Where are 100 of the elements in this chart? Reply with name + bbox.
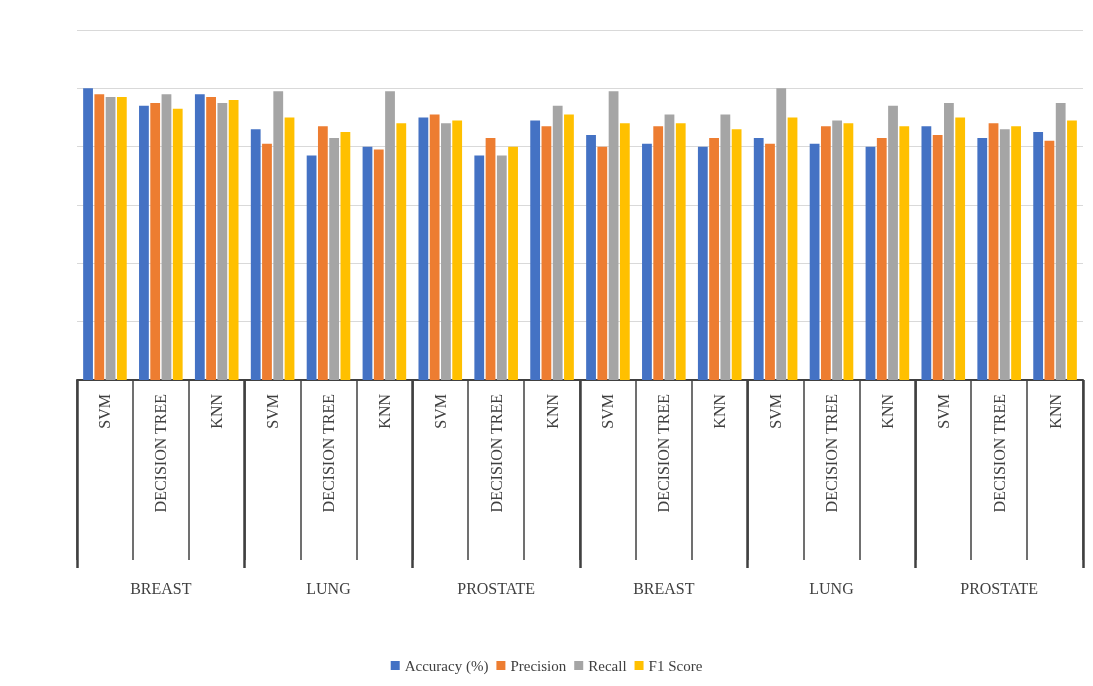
text: LUNG (809, 579, 855, 597)
bar (776, 88, 787, 380)
x-tick-label: SVM (599, 394, 617, 429)
bar (944, 102, 954, 380)
x-tick-label: KNN (878, 393, 896, 429)
bar (362, 146, 373, 380)
x-tick-label: KNN (543, 393, 561, 429)
bar (586, 135, 596, 380)
bar (373, 149, 384, 380)
x-tick-label: SVM (934, 394, 952, 429)
bar (139, 105, 149, 380)
bar (228, 100, 239, 380)
bar (977, 137, 988, 380)
bar (194, 94, 205, 380)
legend-label: Recall (588, 657, 627, 674)
x-tick-label: SVM (264, 394, 282, 429)
bar (932, 135, 943, 380)
bar (508, 146, 518, 380)
bar (306, 155, 317, 380)
bar (1055, 102, 1066, 380)
bar (452, 120, 463, 380)
x-tick-label: KNN (1046, 393, 1064, 429)
bar (753, 137, 764, 380)
bar (317, 126, 328, 380)
x-tick-label: DECISION TREE (487, 394, 505, 513)
bar (787, 117, 798, 380)
bar (83, 88, 93, 380)
bar (999, 129, 1010, 380)
bar (642, 143, 652, 380)
bar (1067, 120, 1077, 380)
text: BREAST (633, 579, 695, 597)
bar (250, 129, 261, 380)
bar (530, 120, 541, 380)
bar (564, 114, 574, 380)
bar (731, 129, 742, 380)
bar (172, 108, 183, 380)
bar (955, 117, 966, 380)
bar (608, 91, 619, 380)
bar (653, 126, 664, 380)
x-tick-label: DECISION TREE (655, 394, 673, 513)
bar (150, 102, 161, 380)
bar (888, 105, 898, 380)
legend-label: Precision (510, 657, 567, 674)
bar (441, 123, 451, 380)
bar (496, 155, 507, 380)
bar (94, 94, 105, 380)
bar (921, 126, 932, 380)
bar (697, 146, 708, 380)
bar (385, 91, 395, 380)
bar (161, 94, 172, 380)
bar (865, 146, 876, 380)
bar (619, 123, 630, 380)
x-tick-label: DECISION TREE (320, 394, 337, 513)
bar (273, 91, 284, 380)
x-tick-label: SVM (767, 394, 785, 429)
bar (597, 146, 608, 380)
bar (552, 105, 563, 380)
bar (329, 137, 340, 380)
bar (876, 137, 887, 380)
x-tick-label: SVM (431, 394, 449, 429)
bar (809, 143, 820, 380)
bar (832, 120, 843, 380)
bar (675, 123, 686, 380)
text: PROSTATE (457, 579, 536, 597)
bar (843, 123, 854, 380)
legend-label: Accuracy (%) (404, 657, 489, 675)
text: PROSTATE (960, 579, 1039, 597)
x-tick-label: DECISION TREE (990, 394, 1008, 513)
text: LUNG (306, 579, 352, 597)
bar (284, 117, 295, 380)
bar (899, 126, 910, 380)
bar (418, 117, 429, 380)
bar (1044, 140, 1055, 380)
x-tick-label: DECISION TREE (823, 394, 840, 513)
bar (1033, 132, 1044, 380)
bar (105, 97, 116, 380)
x-tick-label: KNN (711, 393, 729, 429)
bar (429, 114, 440, 380)
bar (765, 143, 775, 380)
x-tick-label: KNN (208, 393, 226, 429)
bar (1011, 126, 1021, 380)
bar (820, 126, 831, 380)
x-tick-label: SVM (96, 394, 114, 429)
legend-label: F1 Score (648, 657, 703, 674)
bar (340, 132, 351, 380)
text: BREAST (130, 579, 192, 597)
bar (474, 155, 485, 380)
x-tick-label: KNN (375, 393, 393, 429)
bar (988, 123, 999, 380)
bar (485, 137, 496, 380)
bar (217, 102, 228, 380)
bar (664, 114, 675, 380)
bar (262, 143, 272, 380)
bar (541, 126, 552, 380)
bar (116, 97, 127, 380)
bar (720, 114, 731, 380)
bar (709, 137, 719, 380)
x-tick-label: DECISION TREE (152, 394, 170, 513)
bar (206, 97, 216, 380)
bar (396, 123, 407, 380)
